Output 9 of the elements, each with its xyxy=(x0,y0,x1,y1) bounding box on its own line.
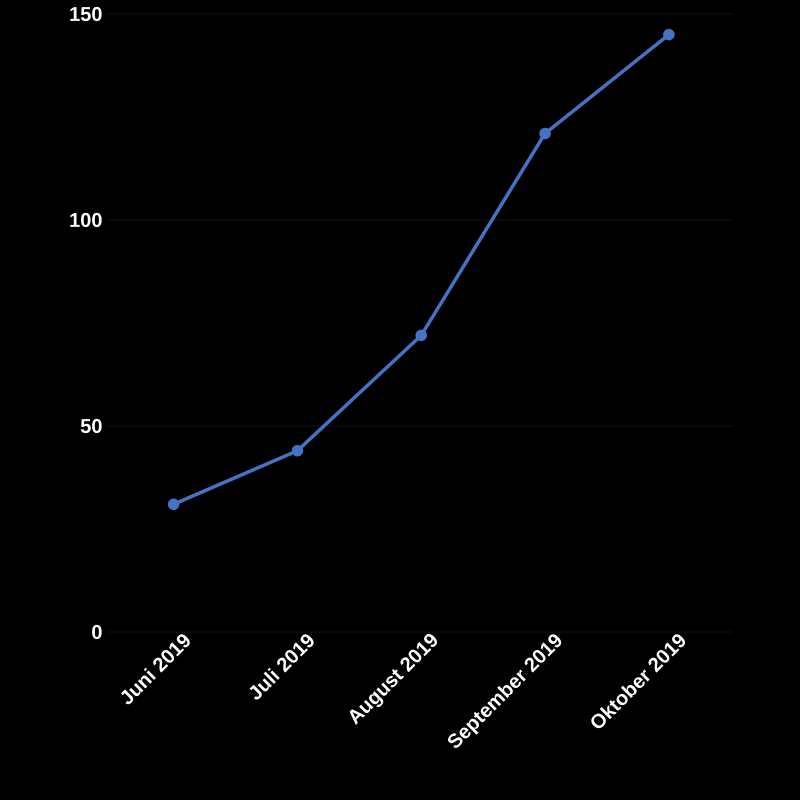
y-tick-label: 50 xyxy=(80,418,102,434)
y-tick-label: 100 xyxy=(70,212,102,228)
y-tick-label: 150 xyxy=(70,6,102,22)
point xyxy=(539,128,551,140)
y-tick-label: 0 xyxy=(92,624,102,640)
point xyxy=(168,498,180,510)
point xyxy=(415,330,427,342)
point xyxy=(292,444,304,456)
point xyxy=(663,28,675,40)
